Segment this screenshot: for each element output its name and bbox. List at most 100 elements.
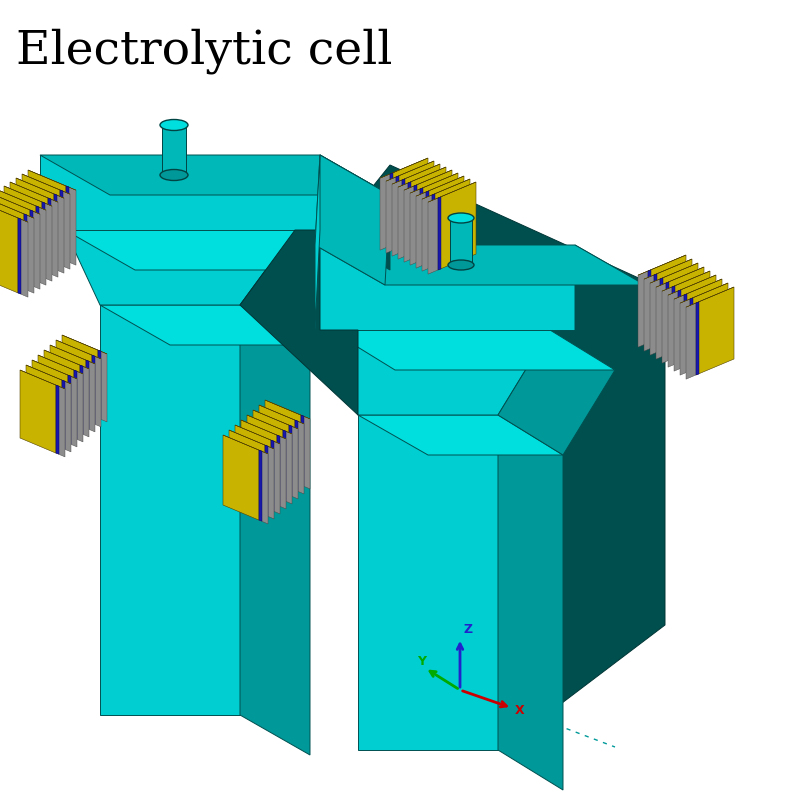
Polygon shape bbox=[62, 380, 71, 452]
Polygon shape bbox=[247, 415, 292, 434]
Polygon shape bbox=[656, 267, 704, 287]
Polygon shape bbox=[438, 182, 476, 270]
Polygon shape bbox=[678, 275, 716, 363]
Polygon shape bbox=[80, 365, 83, 434]
Polygon shape bbox=[295, 420, 298, 491]
Polygon shape bbox=[66, 186, 69, 262]
Ellipse shape bbox=[160, 119, 188, 130]
Polygon shape bbox=[390, 158, 428, 246]
Polygon shape bbox=[654, 274, 657, 347]
Polygon shape bbox=[16, 178, 64, 198]
Polygon shape bbox=[162, 125, 186, 175]
Polygon shape bbox=[16, 178, 54, 269]
Polygon shape bbox=[241, 420, 277, 505]
Polygon shape bbox=[660, 278, 663, 351]
Polygon shape bbox=[396, 176, 399, 249]
Polygon shape bbox=[656, 283, 666, 359]
Polygon shape bbox=[60, 190, 70, 269]
Polygon shape bbox=[0, 202, 28, 222]
Polygon shape bbox=[30, 210, 40, 289]
Polygon shape bbox=[56, 340, 92, 423]
Polygon shape bbox=[253, 410, 298, 429]
Polygon shape bbox=[301, 415, 304, 486]
Ellipse shape bbox=[448, 213, 474, 223]
Polygon shape bbox=[420, 173, 458, 261]
Polygon shape bbox=[654, 259, 692, 347]
Polygon shape bbox=[18, 218, 21, 294]
Polygon shape bbox=[668, 275, 716, 295]
Polygon shape bbox=[86, 360, 89, 429]
Polygon shape bbox=[44, 350, 80, 433]
Polygon shape bbox=[0, 202, 18, 293]
Polygon shape bbox=[428, 198, 438, 274]
Polygon shape bbox=[48, 198, 58, 277]
Polygon shape bbox=[62, 335, 98, 418]
Polygon shape bbox=[259, 450, 262, 521]
Polygon shape bbox=[86, 360, 95, 432]
Polygon shape bbox=[65, 230, 295, 305]
Polygon shape bbox=[380, 158, 428, 178]
Polygon shape bbox=[30, 210, 33, 286]
Polygon shape bbox=[20, 370, 56, 453]
Polygon shape bbox=[28, 170, 66, 261]
Polygon shape bbox=[28, 170, 76, 190]
Polygon shape bbox=[662, 287, 672, 363]
Polygon shape bbox=[240, 305, 310, 755]
Polygon shape bbox=[330, 330, 615, 370]
Polygon shape bbox=[229, 430, 265, 515]
Polygon shape bbox=[410, 189, 420, 265]
Polygon shape bbox=[320, 155, 390, 270]
Polygon shape bbox=[259, 405, 304, 424]
Polygon shape bbox=[674, 279, 722, 299]
Polygon shape bbox=[289, 425, 298, 499]
Polygon shape bbox=[98, 350, 107, 422]
Polygon shape bbox=[380, 174, 390, 250]
Polygon shape bbox=[690, 283, 728, 371]
Polygon shape bbox=[686, 287, 734, 307]
Polygon shape bbox=[402, 164, 440, 252]
Polygon shape bbox=[0, 198, 24, 289]
Polygon shape bbox=[68, 375, 77, 447]
Polygon shape bbox=[38, 355, 83, 374]
Polygon shape bbox=[40, 155, 390, 195]
Polygon shape bbox=[22, 174, 60, 265]
Polygon shape bbox=[438, 197, 441, 270]
Polygon shape bbox=[674, 295, 684, 371]
Polygon shape bbox=[686, 303, 696, 379]
Polygon shape bbox=[60, 190, 63, 266]
Polygon shape bbox=[10, 182, 48, 273]
Polygon shape bbox=[408, 167, 446, 255]
Polygon shape bbox=[56, 385, 59, 454]
Polygon shape bbox=[315, 155, 320, 330]
Polygon shape bbox=[32, 360, 68, 443]
Polygon shape bbox=[241, 420, 286, 439]
Polygon shape bbox=[392, 180, 402, 256]
Polygon shape bbox=[315, 245, 645, 285]
Polygon shape bbox=[289, 425, 292, 496]
Polygon shape bbox=[416, 176, 464, 196]
Polygon shape bbox=[223, 435, 268, 454]
Polygon shape bbox=[98, 350, 101, 419]
Polygon shape bbox=[398, 183, 408, 259]
Polygon shape bbox=[432, 179, 470, 267]
Polygon shape bbox=[26, 365, 71, 384]
Polygon shape bbox=[662, 271, 710, 291]
Text: Z: Z bbox=[463, 623, 472, 636]
Polygon shape bbox=[40, 155, 320, 230]
Polygon shape bbox=[54, 194, 64, 273]
Polygon shape bbox=[392, 164, 440, 184]
Polygon shape bbox=[38, 355, 74, 438]
Polygon shape bbox=[283, 430, 286, 501]
Polygon shape bbox=[56, 385, 65, 457]
Polygon shape bbox=[0, 194, 30, 285]
Polygon shape bbox=[672, 286, 675, 359]
Polygon shape bbox=[271, 440, 274, 511]
Polygon shape bbox=[684, 294, 687, 367]
Polygon shape bbox=[301, 415, 310, 489]
Polygon shape bbox=[684, 279, 722, 367]
Polygon shape bbox=[396, 161, 434, 249]
Polygon shape bbox=[330, 165, 665, 750]
Polygon shape bbox=[36, 206, 39, 282]
Polygon shape bbox=[0, 198, 34, 218]
Polygon shape bbox=[65, 230, 365, 270]
